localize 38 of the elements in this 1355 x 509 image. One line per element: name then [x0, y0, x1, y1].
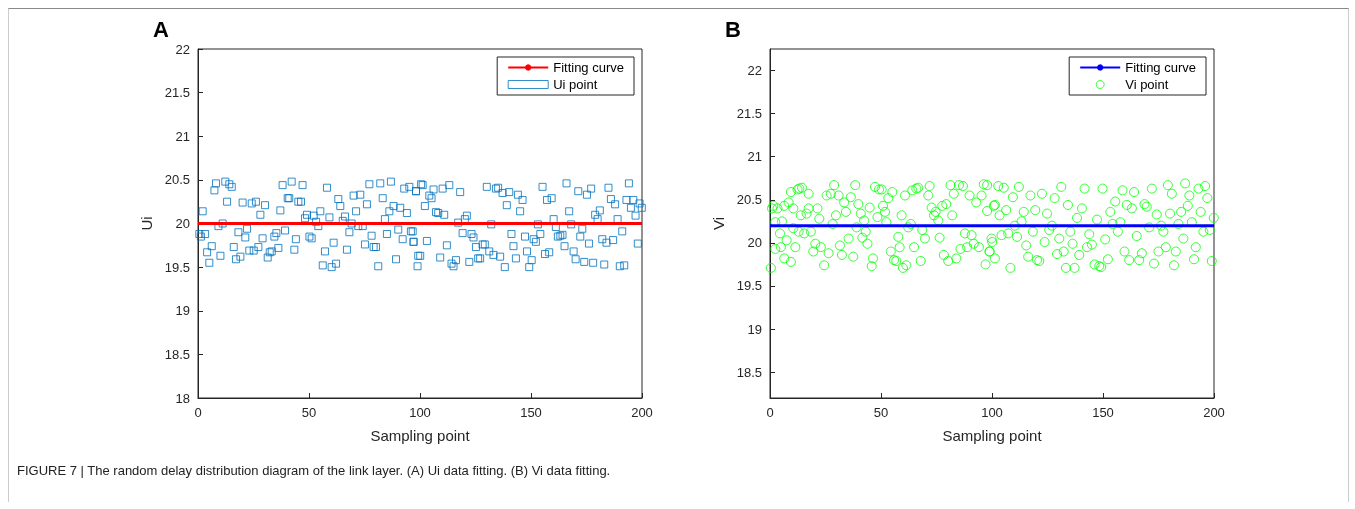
x-tick-label: 200	[1203, 405, 1225, 420]
x-tick-label: 50	[873, 405, 889, 420]
y-tick-label: 21	[175, 128, 190, 144]
y-tick-label: 19	[747, 321, 762, 337]
y-tick-label: 20.5	[736, 192, 762, 208]
y-tick-label: 18.5	[164, 346, 190, 362]
x-tick-label: 100	[409, 405, 431, 420]
x-axis-title: Sampling point	[942, 427, 1043, 444]
y-tick-label: 18.5	[736, 364, 762, 380]
y-tick-label: 20	[747, 235, 762, 251]
y-tick-label: 20	[175, 216, 190, 231]
x-axis-title: Sampling point	[370, 427, 471, 444]
x-tick-label: 0	[194, 405, 202, 420]
y-tick-label: 21.5	[736, 106, 762, 122]
x-tick-label: 100	[981, 405, 1003, 420]
y-axis-title: Vi	[709, 216, 727, 231]
y-tick-label: 21	[747, 149, 762, 165]
y-tick-label: 19.5	[164, 259, 190, 275]
y-axis-title: Ui	[137, 216, 155, 231]
legend-label: Fitting curve	[1125, 60, 1197, 75]
y-tick-label: 19	[175, 303, 190, 319]
y-tick-label: 22	[747, 63, 762, 79]
chart-title: A	[153, 16, 169, 42]
chart-title: B	[725, 16, 741, 42]
x-tick-label: 0	[766, 405, 774, 420]
caption: FIGURE 7 | The random delay distribution diagram of the link layer. (A) Ui data fitting. (B) Vi data fitting.	[17, 463, 611, 478]
y-tick-label: 18	[175, 390, 190, 406]
legend-label: Ui point	[553, 77, 598, 92]
legend-label: Fitting curve	[553, 60, 625, 75]
legend-label: Vi point	[1125, 77, 1169, 92]
y-tick-label: 21.5	[164, 85, 190, 101]
x-tick-label: 50	[301, 405, 317, 420]
y-tick-label: 22	[175, 41, 190, 57]
x-tick-label: 200	[631, 405, 653, 420]
y-tick-label: 20.5	[164, 172, 190, 188]
x-tick-label: 150	[1092, 405, 1114, 420]
x-tick-label: 150	[520, 405, 542, 420]
y-tick-label: 19.5	[736, 278, 762, 294]
